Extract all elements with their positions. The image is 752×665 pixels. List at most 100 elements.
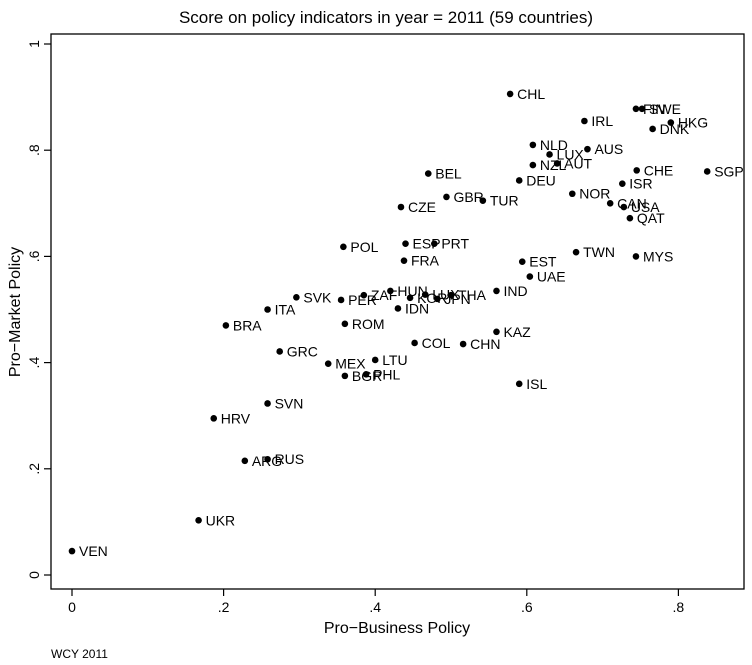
- data-point: [515, 380, 523, 388]
- data-point: [667, 119, 675, 126]
- x-axis-label: Pro−Business Policy: [324, 620, 470, 637]
- data-point: [620, 203, 628, 211]
- data-point: [572, 248, 580, 256]
- data-point: [402, 240, 409, 247]
- data-point: [400, 257, 408, 264]
- data-point-label: QAT: [637, 210, 665, 226]
- data-point-label: IDN: [405, 300, 429, 316]
- data-point: [515, 177, 523, 184]
- data-point-label: IND: [503, 283, 527, 299]
- data-point: [362, 370, 370, 378]
- data-point-label: IRL: [591, 113, 613, 129]
- y-tick-label: 1: [26, 40, 42, 48]
- data-point-label: HUN: [397, 283, 427, 299]
- data-point: [324, 360, 332, 367]
- data-point: [529, 161, 537, 169]
- data-point: [337, 296, 345, 304]
- data-point-label: BRA: [233, 317, 262, 333]
- data-point: [632, 253, 640, 260]
- data-point: [424, 170, 432, 177]
- data-point: [518, 258, 526, 266]
- y-tick-label: .8: [26, 144, 42, 156]
- data-point: [387, 287, 394, 295]
- data-point-label: LTU: [382, 352, 407, 368]
- data-point-label: SGP: [714, 163, 744, 179]
- y-tick-label: 0: [26, 571, 42, 579]
- x-tick-label: 0: [68, 599, 76, 615]
- data-point-label: PHL: [373, 366, 400, 382]
- data-point: [584, 145, 591, 153]
- data-point-label: EST: [529, 254, 557, 270]
- data-point: [195, 517, 202, 524]
- data-point: [431, 240, 438, 247]
- data-point-label: UAE: [537, 269, 566, 285]
- data-point: [276, 348, 283, 355]
- data-point: [632, 105, 640, 113]
- source-note: WCY 2011: [51, 647, 108, 661]
- data-point: [633, 167, 641, 174]
- data-point: [493, 287, 500, 295]
- x-tick-label: .4: [369, 599, 381, 615]
- data-point: [703, 168, 711, 175]
- data-point: [264, 306, 271, 313]
- data-point: [241, 457, 249, 465]
- data-point-label: FIN: [643, 101, 666, 117]
- data-point: [340, 243, 347, 251]
- data-point-label: USA: [631, 199, 660, 215]
- data-point-label: ROM: [352, 316, 385, 332]
- data-point-label: KAZ: [503, 324, 531, 340]
- data-point-label: NOR: [579, 186, 610, 202]
- x-tick-label: .2: [218, 599, 230, 615]
- data-point: [638, 105, 646, 113]
- data-point: [619, 180, 626, 187]
- data-point: [222, 322, 230, 329]
- y-tick-label: .4: [26, 357, 42, 369]
- data-point-label: GBR: [453, 189, 483, 205]
- data-point-label: ISR: [629, 176, 652, 192]
- data-point: [397, 203, 405, 211]
- data-point-label: LUX: [557, 146, 585, 162]
- y-axis-label: Pro−Market Policy: [7, 247, 24, 377]
- data-point: [649, 125, 656, 133]
- data-point-label: NLD: [540, 137, 568, 153]
- y-tick-label: .6: [26, 250, 42, 262]
- data-point-label: AUS: [594, 141, 623, 157]
- data-point-label: SVK: [303, 289, 332, 305]
- data-point-label: GRC: [287, 343, 318, 359]
- data-point: [210, 415, 218, 422]
- data-point: [264, 455, 271, 463]
- data-point-label: PRT: [441, 236, 469, 252]
- data-point-label: CHN: [470, 336, 500, 352]
- x-tick-label: .6: [521, 599, 533, 615]
- data-point: [434, 295, 441, 303]
- data-point: [626, 214, 634, 222]
- data-point: [506, 90, 514, 98]
- data-point-label: SVN: [275, 395, 304, 411]
- data-point: [553, 160, 561, 167]
- data-point-label: THA: [458, 287, 487, 303]
- data-point-label: ISL: [526, 376, 547, 392]
- data-point: [371, 356, 379, 364]
- data-point: [341, 372, 349, 380]
- data-point: [394, 305, 402, 312]
- data-point-label: DEU: [526, 172, 556, 188]
- data-point-label: COL: [422, 335, 451, 351]
- data-point: [546, 151, 553, 158]
- data-point-label: CHE: [644, 162, 674, 178]
- data-point: [459, 340, 467, 348]
- data-point-label: VEN: [79, 543, 108, 559]
- data-point-label: UKR: [206, 512, 236, 528]
- data-point: [68, 547, 76, 555]
- data-point: [406, 294, 414, 302]
- data-point-label: RUS: [275, 451, 305, 467]
- data-point: [264, 400, 271, 407]
- data-point-label: BEL: [435, 166, 462, 182]
- data-point-label: CZE: [408, 199, 436, 215]
- data-point: [479, 197, 487, 204]
- data-point: [526, 273, 534, 280]
- data-point: [529, 141, 537, 149]
- data-point-label: POL: [350, 239, 378, 255]
- data-point-label: ESP: [413, 236, 441, 252]
- data-point-label: HRV: [221, 410, 251, 426]
